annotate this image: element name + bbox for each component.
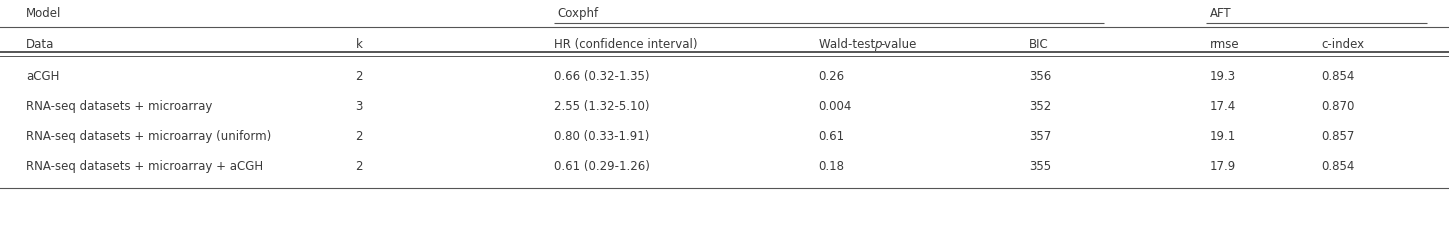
Text: 352: 352	[1029, 100, 1051, 113]
Text: 19.1: 19.1	[1210, 130, 1236, 143]
Text: Data: Data	[26, 38, 55, 51]
Text: HR (confidence interval): HR (confidence interval)	[554, 38, 697, 51]
Text: 0.61: 0.61	[819, 130, 845, 143]
Text: aCGH: aCGH	[26, 70, 59, 83]
Text: -value: -value	[881, 38, 917, 51]
Text: 0.857: 0.857	[1321, 130, 1355, 143]
Text: BIC: BIC	[1029, 38, 1049, 51]
Text: 17.4: 17.4	[1210, 100, 1236, 113]
Text: 0.80 (0.33-1.91): 0.80 (0.33-1.91)	[554, 130, 649, 143]
Text: 355: 355	[1029, 160, 1051, 173]
Text: 2.55 (1.32-5.10): 2.55 (1.32-5.10)	[554, 100, 649, 113]
Text: 0.004: 0.004	[819, 100, 852, 113]
Text: Model: Model	[26, 7, 61, 20]
Text: 2: 2	[355, 130, 364, 143]
Text: rmse: rmse	[1210, 38, 1239, 51]
Text: 0.854: 0.854	[1321, 70, 1355, 83]
Text: 0.870: 0.870	[1321, 100, 1355, 113]
Text: RNA-seq datasets + microarray: RNA-seq datasets + microarray	[26, 100, 213, 113]
Text: 0.854: 0.854	[1321, 160, 1355, 173]
Text: RNA-seq datasets + microarray + aCGH: RNA-seq datasets + microarray + aCGH	[26, 160, 264, 173]
Text: Wald-test: Wald-test	[819, 38, 878, 51]
Text: k: k	[356, 38, 362, 51]
Text: 17.9: 17.9	[1210, 160, 1236, 173]
Text: c-index: c-index	[1321, 38, 1365, 51]
Text: 2: 2	[355, 70, 364, 83]
Text: 2: 2	[355, 160, 364, 173]
Text: 19.3: 19.3	[1210, 70, 1236, 83]
Text: 0.61 (0.29-1.26): 0.61 (0.29-1.26)	[554, 160, 649, 173]
Text: 0.26: 0.26	[819, 70, 845, 83]
Text: 0.66 (0.32-1.35): 0.66 (0.32-1.35)	[554, 70, 649, 83]
Text: AFT: AFT	[1210, 7, 1232, 20]
Text: RNA-seq datasets + microarray (uniform): RNA-seq datasets + microarray (uniform)	[26, 130, 271, 143]
Text: 357: 357	[1029, 130, 1051, 143]
Text: 3: 3	[355, 100, 364, 113]
Text: 356: 356	[1029, 70, 1051, 83]
Text: p: p	[874, 38, 881, 51]
Text: Coxphf: Coxphf	[558, 7, 598, 20]
Text: 0.18: 0.18	[819, 160, 845, 173]
